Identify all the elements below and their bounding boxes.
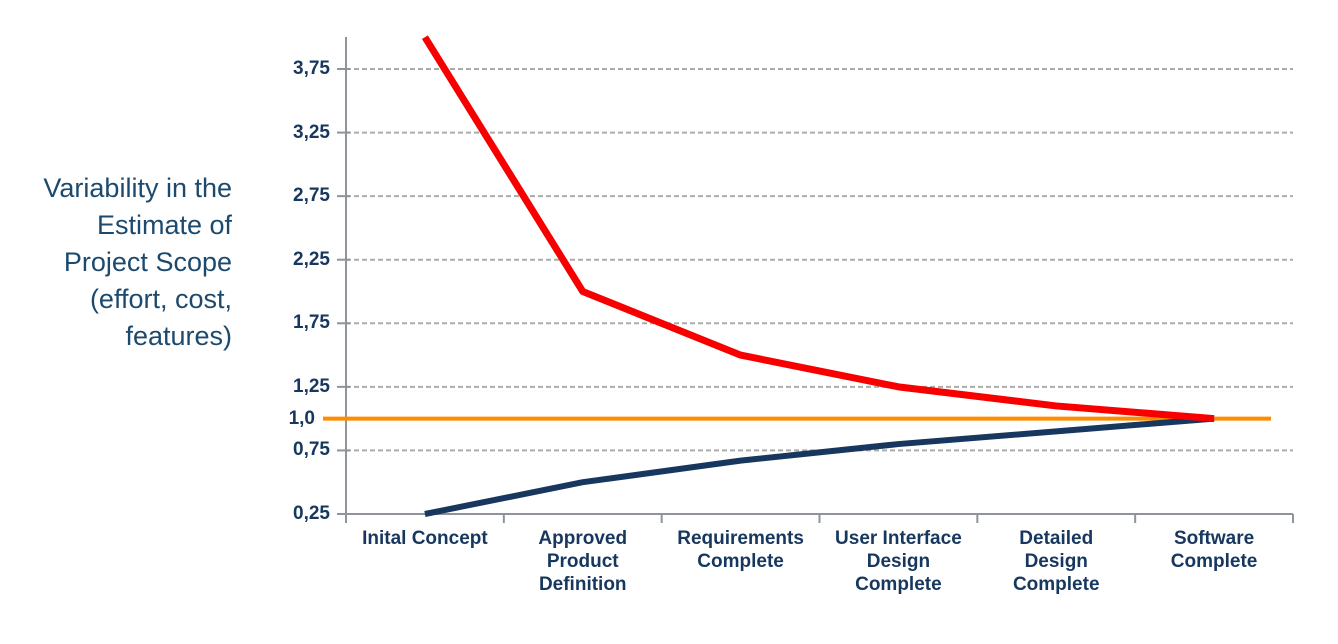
x-category-label: Approved Product Definition (538, 528, 628, 595)
y-tick-label: 3,25 (293, 121, 330, 143)
x-category-label: Requirements Complete (677, 528, 804, 572)
y-tick-label: 0,25 (293, 503, 330, 524)
x-category-label: Detailed Design Complete (1012, 528, 1100, 595)
x-category-label: Software Complete (1170, 528, 1258, 572)
y-tick-label: 3,75 (293, 58, 330, 79)
series-upper-variability-bound (421, 35, 1215, 423)
y-tick-label: 1,0 (288, 407, 315, 429)
series-lower-variability-bound (424, 415, 1215, 517)
x-category-label: Inital Concept (362, 528, 488, 549)
x-category-label: User Interface Design Complete (835, 528, 962, 595)
y-tick-label: 2,25 (293, 248, 330, 270)
y-tick-label: 1,75 (293, 312, 330, 334)
y-axis-title: Variability in the Estimate of Project S… (43, 173, 232, 351)
y-tick-label: 1,25 (293, 375, 330, 397)
y-tick-label: 0,75 (293, 439, 330, 461)
y-tick-label: 2,75 (293, 185, 330, 207)
